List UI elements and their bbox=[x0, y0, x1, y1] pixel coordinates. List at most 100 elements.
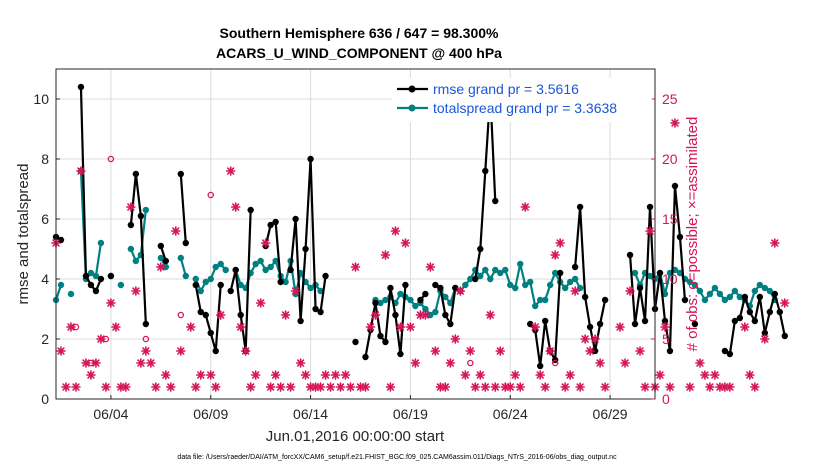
x-tick-label: 06/09 bbox=[193, 406, 228, 422]
obs-assimilated-marker bbox=[370, 310, 381, 320]
rmse-point bbox=[636, 284, 644, 292]
rmse-point bbox=[417, 296, 424, 304]
obs-possible-marker bbox=[72, 323, 80, 331]
totalspread-point bbox=[197, 287, 204, 295]
rmse-point bbox=[297, 317, 304, 325]
obs-assimilated-marker bbox=[645, 226, 655, 236]
totalspread-point bbox=[237, 281, 244, 289]
rmse-point bbox=[576, 203, 584, 211]
obs-assimilated-marker bbox=[171, 226, 181, 236]
rmse-point bbox=[312, 305, 319, 313]
obs-assimilated-marker bbox=[745, 370, 755, 380]
totalspread-point bbox=[142, 206, 150, 214]
obs-possible-marker bbox=[551, 359, 559, 367]
obs-assimilated-marker bbox=[485, 310, 496, 320]
totalspread-point bbox=[701, 296, 709, 304]
rmse-point bbox=[666, 347, 674, 355]
totalspread-point bbox=[462, 281, 469, 289]
totalspread-point bbox=[117, 281, 125, 289]
obs-assimilated-marker bbox=[136, 358, 146, 368]
obs-possible-marker bbox=[107, 155, 115, 163]
totalspread-point bbox=[397, 290, 404, 298]
rmse-point bbox=[442, 311, 449, 319]
totalspread-point bbox=[422, 305, 429, 313]
rmse-point bbox=[287, 266, 294, 274]
obs-assimilated-marker bbox=[365, 322, 376, 332]
obs-assimilated-marker bbox=[350, 262, 361, 272]
obs-assimilated-marker bbox=[395, 322, 406, 332]
totalspread-point bbox=[492, 266, 499, 274]
obs-assimilated-marker bbox=[670, 118, 680, 128]
rmse-point bbox=[292, 215, 299, 223]
rmse-point bbox=[217, 281, 224, 289]
totalspread-point bbox=[646, 272, 654, 280]
obs-assimilated-marker bbox=[410, 358, 421, 368]
totalspread-point bbox=[546, 281, 554, 289]
rmse-point bbox=[756, 293, 764, 301]
obs-assimilated-marker bbox=[280, 310, 291, 320]
obs-assimilated-marker bbox=[660, 322, 670, 332]
totalspread-point bbox=[532, 302, 539, 310]
totalspread-point bbox=[272, 257, 279, 265]
y-axis-right-ticks: 0 5 10 15 20 25 bbox=[651, 91, 678, 407]
x-tick-label: 06/04 bbox=[93, 406, 128, 422]
rmse-point bbox=[272, 218, 279, 226]
obs-assimilated-marker bbox=[550, 250, 560, 260]
totalspread-point bbox=[566, 278, 574, 286]
totalspread-point bbox=[527, 278, 534, 286]
obs-assimilated-marker bbox=[270, 370, 281, 380]
rmse-line-segment bbox=[628, 184, 687, 353]
rmse-point bbox=[247, 206, 254, 214]
obs-assimilated-marker bbox=[515, 382, 526, 392]
obs-assimilated-marker bbox=[340, 370, 351, 380]
obs-assimilated-marker bbox=[635, 346, 645, 356]
totalspread-point bbox=[377, 299, 384, 307]
chart-title-line2: ACARS_U_WIND_COMPONENT @ 400 hPa bbox=[216, 45, 502, 61]
data-file-footnote: data file: /Users/raeder/DAI/ATM_forcXX/… bbox=[177, 454, 617, 461]
obs-assimilated-marker bbox=[510, 370, 521, 380]
totalspread-point bbox=[67, 290, 75, 298]
totalspread-point bbox=[761, 284, 769, 292]
rmse-point bbox=[392, 311, 399, 319]
rmse-point bbox=[671, 182, 679, 190]
totalspread-point bbox=[522, 281, 529, 289]
rmse-point bbox=[142, 320, 150, 328]
rmse-point bbox=[387, 284, 394, 292]
obs-assimilated-marker bbox=[495, 346, 506, 356]
rmse-point bbox=[317, 308, 324, 316]
obs-assimilated-marker bbox=[505, 382, 516, 392]
legend-spread-label: totalspread grand pr = 3.3638 bbox=[433, 100, 617, 116]
obs-assimilated-marker bbox=[620, 358, 630, 368]
rmse-point bbox=[556, 269, 564, 277]
rmse-point bbox=[82, 272, 90, 280]
obs-assimilated-marker bbox=[330, 370, 341, 380]
rmse-point bbox=[107, 272, 115, 280]
totalspread-point bbox=[132, 257, 140, 265]
rmse-point bbox=[377, 332, 384, 340]
obs-assimilated-marker bbox=[285, 382, 296, 392]
rmse-point bbox=[766, 308, 774, 316]
rmse-point bbox=[57, 236, 65, 244]
obs-assimilated-marker bbox=[106, 298, 116, 308]
obs-assimilated-marker bbox=[101, 382, 111, 392]
rmse-point bbox=[681, 296, 689, 304]
obs-assimilated-marker bbox=[315, 382, 326, 392]
rmse-point bbox=[322, 272, 329, 280]
obs-assimilated-marker bbox=[260, 238, 271, 248]
rmse-point bbox=[302, 245, 309, 253]
obs-assimilated-marker bbox=[555, 238, 565, 248]
totalspread-point bbox=[382, 296, 389, 304]
obs-assimilated-marker bbox=[385, 382, 396, 392]
y-axis-left-label: rmse and totalspread bbox=[15, 164, 32, 305]
obs-possible-marker bbox=[177, 311, 185, 319]
totalspread-point bbox=[412, 302, 419, 310]
obs-assimilated-marker bbox=[66, 322, 76, 332]
rmse-point bbox=[192, 281, 199, 289]
y-left-tick-label: 8 bbox=[41, 151, 49, 167]
obs-assimilated-marker bbox=[769, 238, 780, 248]
obs-assimilated-marker bbox=[640, 382, 650, 392]
obs-assimilated-marker bbox=[425, 262, 436, 272]
obs-assimilated-marker bbox=[126, 202, 136, 212]
totalspread-point bbox=[252, 260, 259, 268]
